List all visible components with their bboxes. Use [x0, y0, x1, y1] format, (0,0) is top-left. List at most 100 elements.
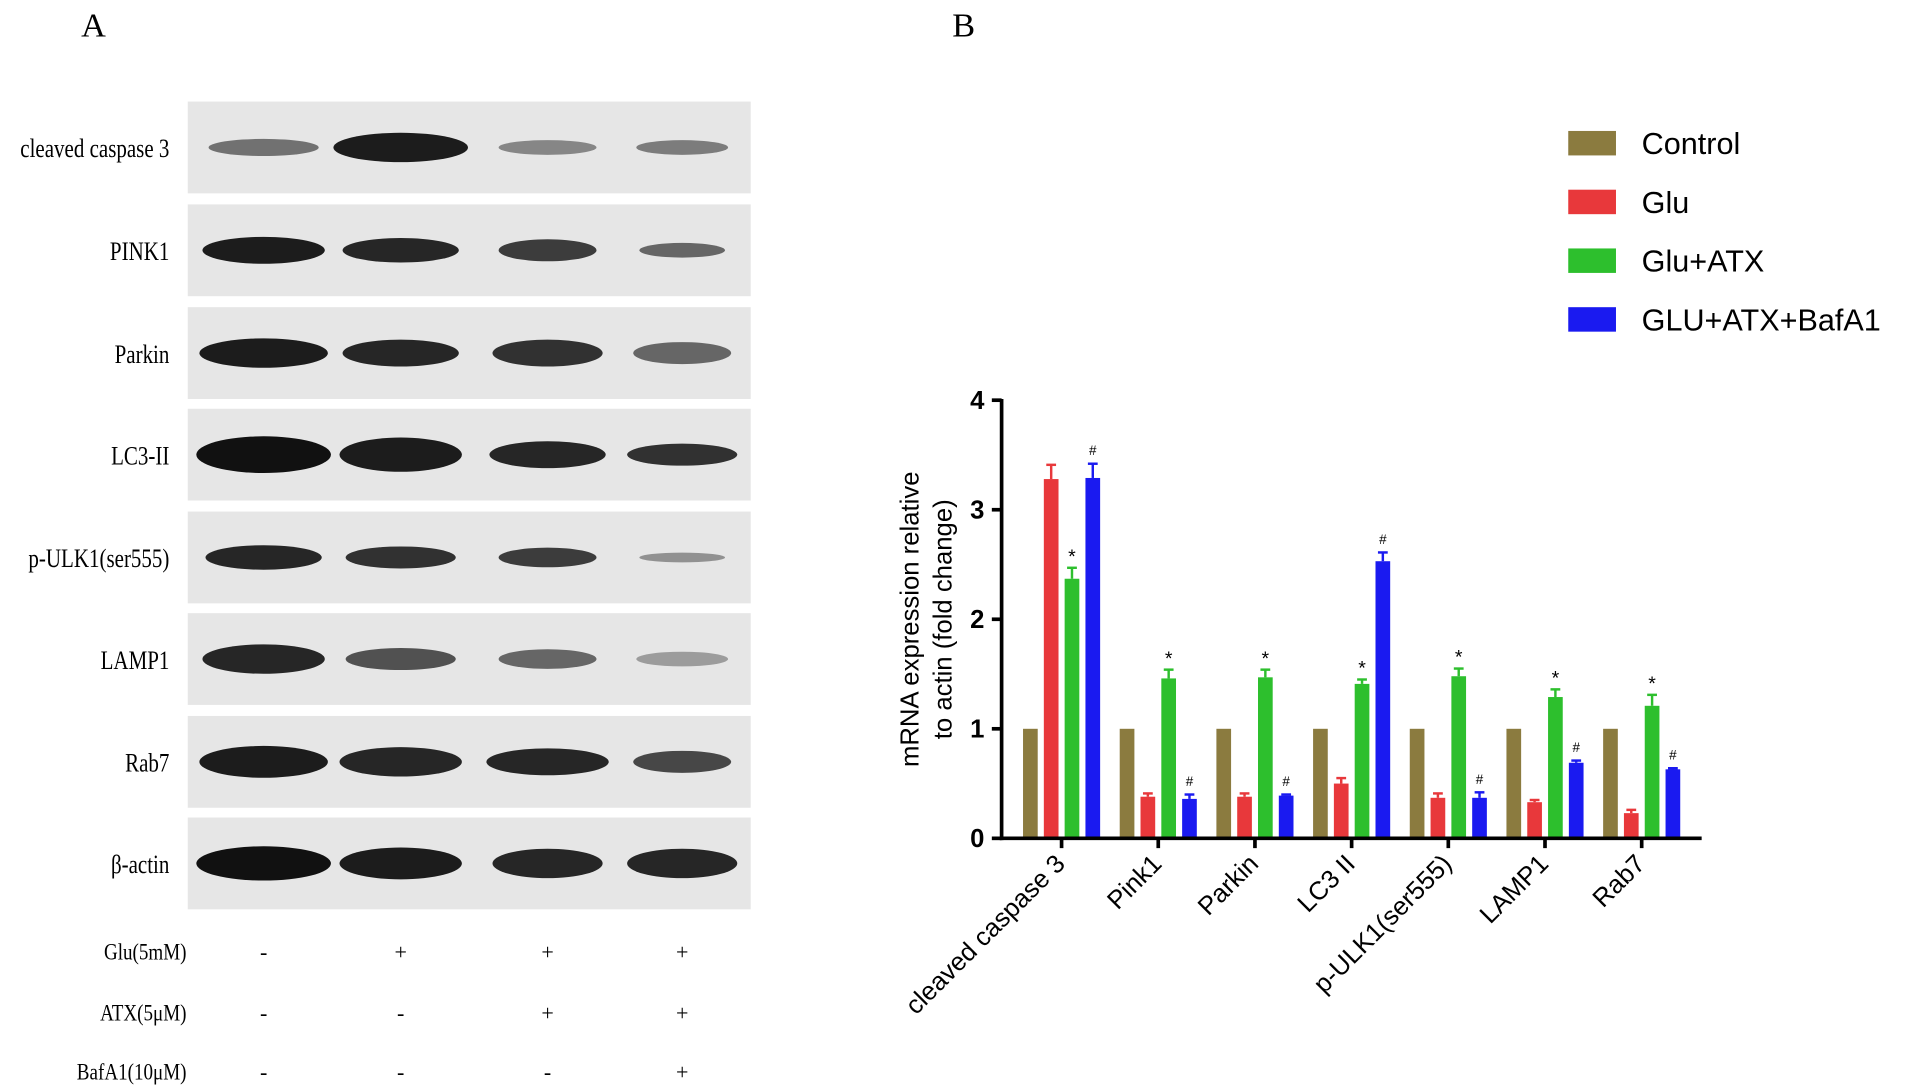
legend-label: Glu+ATX [1642, 245, 1765, 279]
legend-swatch [1568, 189, 1616, 215]
bar [1258, 677, 1273, 839]
error-bar [1474, 791, 1485, 798]
legend-swatch [1568, 248, 1616, 273]
bar [1043, 479, 1059, 839]
protein-band [205, 545, 322, 570]
x-tick-label: cleaved caspase 3 [900, 850, 1070, 1020]
protein-label: β-actin [111, 850, 169, 880]
x-tick-label: Pink1 [1102, 850, 1167, 915]
treatment-sign: - [260, 1001, 267, 1026]
bar [1140, 796, 1156, 839]
treatment-sign: - [260, 1059, 267, 1084]
bar [1354, 683, 1370, 839]
bar [1333, 783, 1349, 839]
error-bar [1281, 793, 1292, 796]
protein-band [345, 546, 456, 569]
bar [1216, 728, 1232, 839]
protein-band [633, 750, 732, 773]
protein-band [636, 651, 729, 667]
x-tick-label: LC3 II [1293, 850, 1361, 918]
error-bar [1260, 668, 1271, 678]
treatment-sign: + [541, 1001, 553, 1026]
treatment-label: BafA1(10μM) [77, 1059, 187, 1085]
protein-band [627, 443, 738, 466]
protein-band [208, 138, 319, 157]
protein-band [199, 745, 328, 778]
error-bar [1529, 798, 1540, 803]
protein-label: Parkin [115, 339, 170, 369]
error-bar [1550, 688, 1561, 698]
error-bar [1336, 776, 1347, 784]
protein-band [498, 649, 597, 669]
protein-band [639, 242, 726, 258]
treatment-sign: - [544, 1059, 551, 1084]
x-tick-label: LAMP1 [1475, 850, 1554, 929]
bar [1085, 477, 1101, 839]
significance-mark: # [1186, 774, 1194, 789]
protein-band [345, 648, 456, 671]
panel-label: B [952, 7, 975, 45]
y-tick-label: 1 [970, 715, 984, 743]
y-axis-label: mRNA expression relative [896, 472, 924, 768]
protein-band [486, 748, 609, 776]
error-bar [1433, 792, 1443, 798]
protein-label: cleaved caspase 3 [20, 134, 169, 164]
legend-swatch [1568, 307, 1616, 332]
protein-band [333, 132, 469, 163]
panel-label: A [81, 7, 106, 45]
bar [1119, 728, 1135, 839]
protein-band [636, 140, 729, 155]
significance-mark: # [1282, 774, 1290, 789]
protein-band [196, 846, 331, 881]
protein-band [339, 437, 462, 472]
bar [1237, 796, 1252, 839]
error-bar [1087, 462, 1098, 478]
treatment-sign: + [541, 939, 553, 964]
bar [1409, 728, 1425, 839]
significance-mark: # [1476, 772, 1484, 787]
error-bar [1667, 767, 1678, 770]
treatment-sign: - [260, 939, 267, 964]
bar [1527, 802, 1542, 839]
error-bar [1184, 793, 1195, 799]
bar [1161, 678, 1177, 839]
protein-band [199, 338, 328, 368]
x-tick-label: Parkin [1193, 850, 1264, 921]
bar [1375, 561, 1391, 839]
significance-mark: * [1455, 647, 1463, 669]
significance-mark: * [1552, 667, 1560, 689]
bar [1278, 795, 1294, 839]
protein-band [489, 441, 606, 469]
significance-mark: * [1068, 546, 1076, 568]
protein-band [498, 140, 597, 155]
y-tick-label: 3 [970, 496, 984, 524]
significance-mark: * [1165, 648, 1173, 670]
error-bar [1453, 667, 1464, 677]
error-bar [1377, 551, 1388, 562]
protein-label: LAMP1 [101, 645, 170, 675]
bar [1506, 728, 1522, 839]
protein-band [339, 747, 462, 777]
protein-label: p-ULK1(ser555) [28, 544, 169, 574]
significance-mark: # [1572, 740, 1580, 755]
significance-mark: # [1089, 443, 1097, 458]
protein-band [627, 848, 738, 879]
bar [1623, 813, 1639, 839]
significance-mark: # [1379, 532, 1387, 547]
y-tick-label: 2 [970, 606, 984, 634]
treatment-sign: + [676, 939, 688, 964]
bar [1313, 728, 1328, 839]
bar [1430, 797, 1446, 839]
bar [1665, 769, 1681, 839]
error-bar [1142, 792, 1153, 797]
treatment-sign: + [676, 1001, 688, 1026]
treatment-sign: - [397, 1001, 404, 1026]
protein-band [202, 644, 325, 674]
protein-band [633, 342, 732, 365]
error-bar [1239, 792, 1250, 797]
bar [1064, 578, 1080, 839]
western-blot: cleaved caspase 3 PINK1 Parkin LC3-II p-ULK1… [20, 101, 751, 1085]
protein-band [498, 239, 597, 262]
